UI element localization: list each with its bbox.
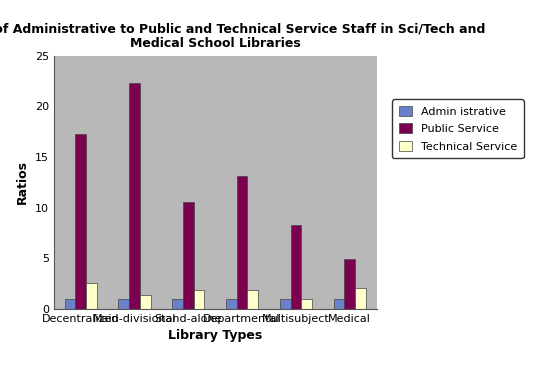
Bar (129, 83, 140, 309)
Y-axis label: Ratios: Ratios (16, 160, 29, 204)
Bar (194, 289, 204, 309)
Bar (86, 283, 97, 309)
Bar (291, 225, 301, 309)
Bar (172, 299, 183, 309)
Bar (183, 202, 194, 309)
X-axis label: Library Types: Library Types (168, 329, 263, 342)
Bar (301, 299, 312, 309)
Bar (344, 259, 355, 309)
Title: Ratios of Administrative to Public and Technical Service Staff in Sci/Tech and
M: Ratios of Administrative to Public and T… (0, 22, 485, 51)
Legend: Admin istrative, Public Service, Technical Service: Admin istrative, Public Service, Technic… (392, 99, 523, 158)
Bar (334, 299, 344, 309)
Bar (237, 176, 247, 309)
Bar (355, 288, 366, 309)
Bar (226, 299, 237, 309)
Bar (75, 134, 86, 309)
Bar (247, 290, 258, 309)
Bar (280, 299, 291, 309)
Bar (118, 299, 129, 309)
Bar (140, 295, 151, 309)
Bar (65, 299, 75, 309)
